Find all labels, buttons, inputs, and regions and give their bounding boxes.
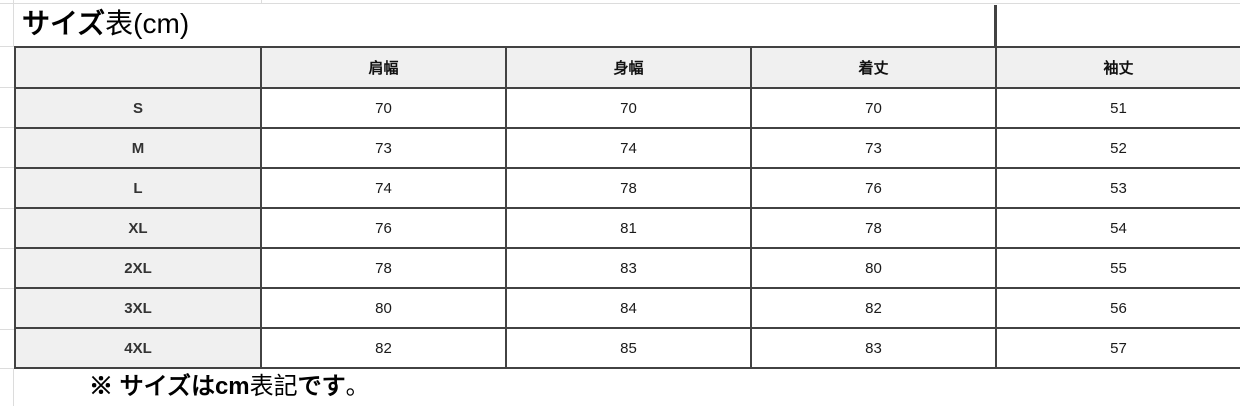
size-label-cell: S bbox=[14, 87, 262, 129]
table-row: 2XL 78 83 80 55 bbox=[14, 247, 1240, 289]
text-segment: ※ サイズは bbox=[89, 373, 215, 400]
text-segment: cm bbox=[214, 373, 250, 400]
gridline-horizontal-top bbox=[0, 3, 1240, 4]
value-cell: 74 bbox=[505, 127, 752, 169]
value-cell: 78 bbox=[260, 247, 507, 289]
table-row: S 70 70 70 51 bbox=[14, 87, 1240, 129]
value-cell: 83 bbox=[505, 247, 752, 289]
table-row: 4XL 82 85 83 57 bbox=[14, 327, 1240, 369]
value-cell: 78 bbox=[505, 167, 752, 209]
gridline-margin-stub bbox=[0, 46, 14, 47]
text-segment: です bbox=[297, 373, 346, 400]
table-row: 3XL 80 84 82 56 bbox=[14, 287, 1240, 329]
value-cell: 55 bbox=[995, 247, 1240, 289]
table-row: XL 76 81 78 54 bbox=[14, 207, 1240, 249]
value-cell: 73 bbox=[750, 127, 997, 169]
header-row: 肩幅 身幅 着丈 袖丈 bbox=[14, 46, 1240, 89]
value-cell: 85 bbox=[505, 327, 752, 369]
gridline-vertical-left-top bbox=[13, 0, 14, 46]
value-cell: 80 bbox=[260, 287, 507, 329]
text-segment: 。 bbox=[345, 373, 370, 400]
gridline-margin-stub bbox=[0, 368, 14, 369]
footnote: ※ サイズはcm表記です。 bbox=[89, 372, 370, 402]
page-title: サイズ表(cm) bbox=[22, 7, 189, 41]
column-header: 袖丈 bbox=[995, 46, 1240, 89]
value-cell: 82 bbox=[750, 287, 997, 329]
value-cell: 76 bbox=[260, 207, 507, 249]
text-segment: サイズ bbox=[22, 8, 106, 39]
text-segment: 表記 bbox=[249, 373, 298, 400]
size-label-cell: XL bbox=[14, 207, 262, 249]
value-cell: 84 bbox=[505, 287, 752, 329]
value-cell: 51 bbox=[995, 87, 1240, 129]
gridline-margin-stub bbox=[0, 248, 14, 249]
gridline-vertical-left-bottom bbox=[13, 369, 14, 406]
column-border-stub bbox=[994, 5, 997, 48]
column-header: 身幅 bbox=[505, 46, 752, 89]
value-cell: 83 bbox=[750, 327, 997, 369]
size-label-cell: 4XL bbox=[14, 327, 262, 369]
value-cell: 70 bbox=[505, 87, 752, 129]
value-cell: 52 bbox=[995, 127, 1240, 169]
gridline-margin-stub bbox=[0, 127, 14, 128]
gridline-margin-stub bbox=[0, 208, 14, 209]
value-cell: 82 bbox=[260, 327, 507, 369]
value-cell: 56 bbox=[995, 287, 1240, 329]
value-cell: 73 bbox=[260, 127, 507, 169]
size-label-cell: 3XL bbox=[14, 287, 262, 329]
column-header: 着丈 bbox=[750, 46, 997, 89]
value-cell: 76 bbox=[750, 167, 997, 209]
value-cell: 74 bbox=[260, 167, 507, 209]
size-label-cell: M bbox=[14, 127, 262, 169]
table-row: M 73 74 73 52 bbox=[14, 127, 1240, 169]
size-label-cell: L bbox=[14, 167, 262, 209]
corner-cell bbox=[14, 46, 262, 89]
size-chart-table: 肩幅 身幅 着丈 袖丈 S 70 70 70 51 M 73 74 73 52 L 74 78 76 53 XL 76… bbox=[14, 46, 1240, 369]
gridline-margin-stub bbox=[0, 87, 14, 88]
value-cell: 81 bbox=[505, 207, 752, 249]
value-cell: 78 bbox=[750, 207, 997, 249]
value-cell: 80 bbox=[750, 247, 997, 289]
size-label-cell: 2XL bbox=[14, 247, 262, 289]
text-segment: 表(cm) bbox=[105, 8, 190, 39]
gridline-margin-stub bbox=[0, 329, 14, 330]
gridline-margin-stub bbox=[0, 288, 14, 289]
value-cell: 53 bbox=[995, 167, 1240, 209]
gridline-margin-stub bbox=[0, 167, 14, 168]
gridline-vertical-stub bbox=[261, 0, 262, 3]
table-row: L 74 78 76 53 bbox=[14, 167, 1240, 209]
value-cell: 70 bbox=[260, 87, 507, 129]
column-header: 肩幅 bbox=[260, 46, 507, 89]
value-cell: 57 bbox=[995, 327, 1240, 369]
value-cell: 54 bbox=[995, 207, 1240, 249]
value-cell: 70 bbox=[750, 87, 997, 129]
